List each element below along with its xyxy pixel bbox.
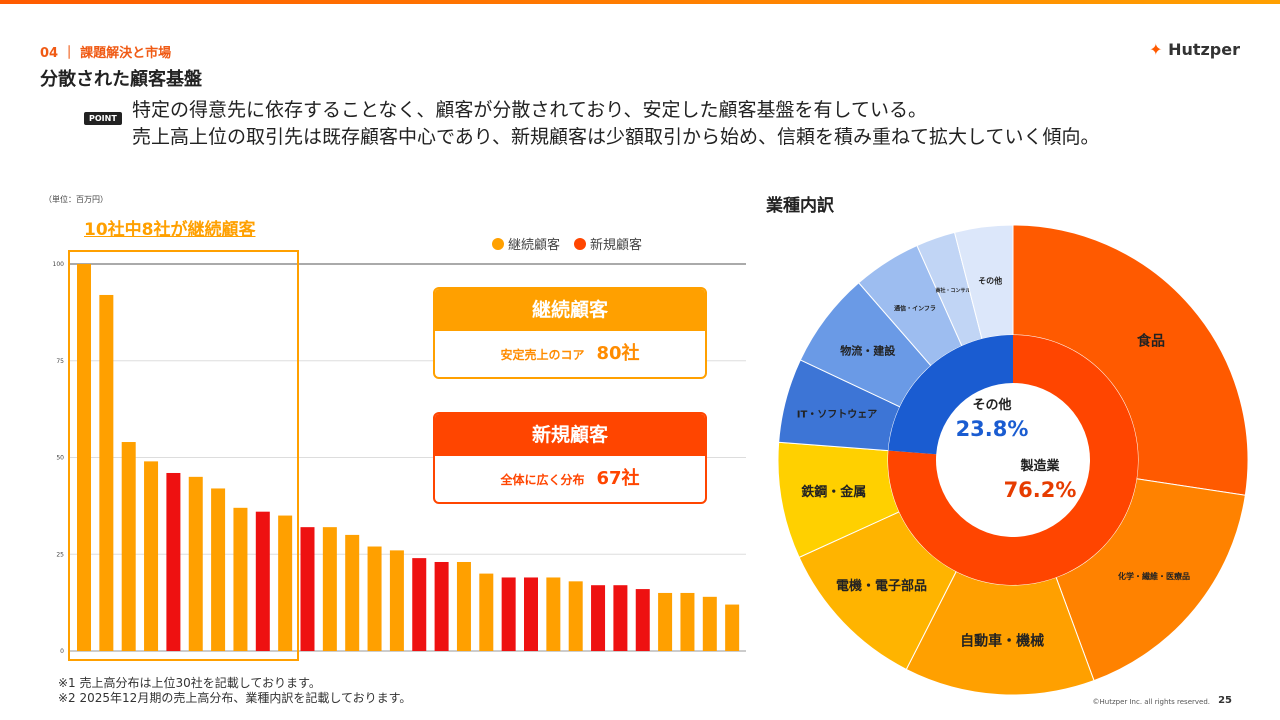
- bar: [456, 561, 471, 651]
- logo-icon: ✦: [1149, 40, 1163, 59]
- page-number: 25: [1218, 695, 1232, 706]
- bar: [278, 515, 293, 651]
- note-1: ※1 売上高分布は上位30社を記載しております。: [58, 676, 321, 690]
- bar: [568, 581, 583, 651]
- top10-highlight-box: [68, 250, 299, 661]
- y-tick-label: 50: [56, 455, 64, 462]
- pie-label: IT・ソフトウェア: [797, 409, 878, 421]
- bar: [501, 577, 516, 651]
- legend: 継続顧客 新規顧客: [492, 234, 642, 253]
- copyright: ©Hutzper Inc. all rights reserved.: [1092, 698, 1210, 706]
- card-continuing: 継続顧客 安定売上のコア 80社: [433, 287, 707, 379]
- bar: [211, 488, 226, 651]
- bar: [233, 507, 248, 651]
- bar: [345, 534, 360, 651]
- bar: [322, 527, 337, 651]
- bar: [188, 476, 203, 651]
- point-badge: POINT: [84, 112, 122, 125]
- pie-label: 化学・繊維・医療品: [1118, 571, 1190, 581]
- bar: [255, 511, 270, 651]
- y-tick-label: 75: [56, 358, 64, 365]
- y-tick-label: 0: [60, 648, 64, 655]
- bar: [121, 442, 136, 651]
- legend-item-new: 新規顧客: [574, 234, 642, 253]
- pie-label: 自動車・機械: [960, 633, 1044, 650]
- legend-item-continuing: 継続顧客: [492, 234, 560, 253]
- pie-label: 食品: [1137, 332, 1165, 349]
- lead-line-1: 特定の得意先に依存することなく、顧客が分散されており、安定した顧客基盤を有してい…: [132, 99, 927, 121]
- pie-label: 通信・インフラ: [894, 305, 936, 313]
- top-accent-bar: [0, 0, 1280, 4]
- bar: [680, 592, 695, 651]
- bar: [635, 589, 650, 651]
- bar: [524, 577, 538, 651]
- pie-label: 鉄鋼・金属: [801, 484, 866, 500]
- bar: [658, 592, 673, 651]
- bar: [99, 294, 114, 651]
- bar: [300, 527, 315, 651]
- inner-label-name: その他: [972, 397, 1011, 413]
- lead-line-2: 売上高上位の取引先は既存顧客中心であり、新規顧客は少額取引から始め、信頼を積み重…: [132, 126, 1100, 148]
- pie-slice-inner: [888, 335, 1138, 585]
- bar: [77, 264, 91, 651]
- card-body: 安定売上のコア 80社: [500, 343, 640, 364]
- pie-title: 業種内訳: [766, 196, 834, 216]
- pie-slice-inner: [888, 335, 1013, 455]
- card-title: 継続顧客: [435, 289, 705, 331]
- bar: [434, 561, 449, 651]
- unit-label: （単位：百万円）: [44, 195, 108, 204]
- card-body: 全体に広く分布 67社: [500, 468, 640, 489]
- y-tick-label: 100: [53, 261, 65, 268]
- pie-label: 電機・電子部品: [836, 578, 927, 594]
- card-title: 新規顧客: [435, 414, 705, 456]
- bar: [591, 585, 606, 651]
- bar: [166, 472, 181, 651]
- inner-label-value: 23.8%: [956, 417, 1029, 441]
- bar-chart: 0 25 50 75 100: [53, 250, 746, 661]
- bar: [144, 461, 159, 651]
- bar: [389, 550, 404, 651]
- inner-label-name: 製造業: [1019, 458, 1060, 474]
- logo: ✦ Hutzper: [1149, 40, 1240, 59]
- bar: [479, 573, 494, 651]
- y-tick-label: 25: [56, 551, 64, 558]
- pie-label: その他: [978, 275, 1002, 285]
- bar: [412, 558, 427, 651]
- bar: [367, 546, 382, 651]
- pie-label: 商社・コンサル: [935, 287, 970, 294]
- bar: [702, 596, 717, 651]
- page-title: 分散された顧客基盤: [40, 69, 202, 90]
- bar: [546, 577, 561, 651]
- bar: [725, 604, 740, 651]
- pie-label: 物流・建設: [840, 343, 896, 357]
- bar: [613, 585, 628, 651]
- inner-label-value: 76.2%: [1004, 478, 1077, 502]
- card-new: 新規顧客 全体に広く分布 67社: [433, 412, 707, 504]
- section-label: 04 ｜ 課題解決と市場: [40, 46, 172, 61]
- note-2: ※2 2025年12月期の売上高分布、業種内訳を記載しております。: [58, 691, 412, 705]
- highlight-text: 10社中8社が継続顧客: [84, 220, 256, 240]
